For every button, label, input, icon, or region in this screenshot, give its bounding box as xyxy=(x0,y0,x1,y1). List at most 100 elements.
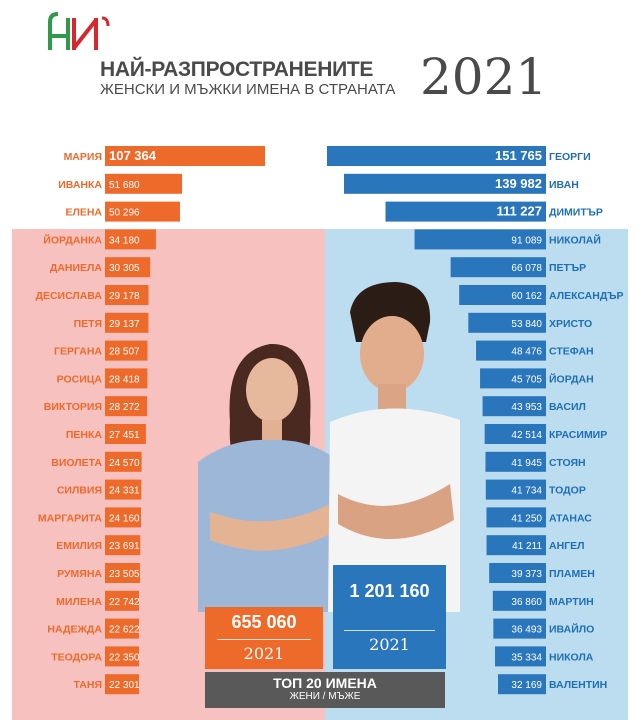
male-bar xyxy=(492,590,546,611)
male-name-label: ИВАН xyxy=(549,179,579,191)
female-bar xyxy=(105,507,142,528)
male-bar xyxy=(468,312,546,333)
male-value-label: 32 169 xyxy=(511,680,542,691)
male-total-box: 1 201 160 2021 xyxy=(333,565,446,669)
female-value-label: 24 331 xyxy=(109,486,140,497)
male-name-label: МАРТИН xyxy=(549,596,594,608)
male-value-label: 111 227 xyxy=(496,204,542,219)
male-value-label: 39 373 xyxy=(511,569,542,580)
male-name-label: СТОЯН xyxy=(549,457,586,469)
female-value-label: 22 622 xyxy=(109,625,140,636)
female-bar xyxy=(105,201,180,222)
female-value-label: 107 364 xyxy=(109,148,157,163)
male-name-label: ВАЛЕНТИН xyxy=(549,679,607,691)
male-value-label: 35 334 xyxy=(511,652,542,663)
male-bar xyxy=(476,340,546,361)
female-total-value: 655 060 xyxy=(231,612,297,632)
female-bar xyxy=(105,285,149,305)
nsi-logo-icon xyxy=(48,12,110,50)
male-total-year: 2021 xyxy=(369,635,410,654)
female-value-label: 23 691 xyxy=(109,541,140,552)
female-bar xyxy=(105,340,148,361)
female-value-label: 22 350 xyxy=(109,652,140,663)
female-name-label: ВИОЛЕТА xyxy=(51,457,102,469)
man-figure xyxy=(328,282,460,612)
female-name-label: ЕМИЛИЯ xyxy=(56,540,102,552)
female-bar xyxy=(105,312,149,333)
female-name-label: ВИКТОРИЯ xyxy=(44,401,102,413)
female-value-label: 34 180 xyxy=(109,235,140,246)
female-value-label: 24 160 xyxy=(109,513,140,524)
male-name-label: ПЛАМЕН xyxy=(549,568,595,580)
male-value-label: 43 953 xyxy=(511,402,542,413)
male-bar xyxy=(489,563,546,583)
male-bar xyxy=(484,424,546,444)
male-name-label: СТЕФАН xyxy=(549,346,594,358)
woman-figure xyxy=(198,343,340,612)
female-bar xyxy=(105,479,142,500)
female-bar xyxy=(105,674,139,695)
couple-illustration xyxy=(198,282,460,612)
male-name-label: АНГЕЛ xyxy=(549,540,585,552)
female-total-divider xyxy=(216,639,312,640)
male-name-label: АТАНАС xyxy=(549,512,592,524)
female-name-label: ПЕТЯ xyxy=(74,318,102,330)
female-name-label: МИЛЕНА xyxy=(56,596,102,608)
male-name-label: ЙОРДАН xyxy=(549,372,594,385)
female-value-label: 29 178 xyxy=(109,291,140,302)
male-bar xyxy=(495,646,546,667)
female-total-box: 655 060 2021 xyxy=(205,607,323,669)
male-bar xyxy=(327,146,546,166)
male-bar xyxy=(482,396,546,417)
female-name-label: ЙОРДАНКА xyxy=(43,233,102,246)
female-name-label: СИЛВИЯ xyxy=(57,485,102,497)
female-value-label: 22 742 xyxy=(109,597,140,608)
male-value-label: 53 840 xyxy=(511,319,542,330)
male-name-label: ВАСИЛ xyxy=(549,401,586,413)
male-value-label: 91 089 xyxy=(511,235,542,246)
male-name-label: ИВАЙЛО xyxy=(549,623,594,636)
female-name-label: ТЕОДОРА xyxy=(51,651,102,663)
female-total-year: 2021 xyxy=(243,644,285,663)
female-name-label: РУМЯНА xyxy=(57,568,102,580)
female-value-label: 50 296 xyxy=(109,208,140,219)
female-name-label: ДЕСИСЛАВА xyxy=(35,290,102,302)
male-bar xyxy=(459,285,546,305)
top20-subtitle: ЖЕНИ / МЪЖЕ xyxy=(289,691,361,702)
female-bar xyxy=(105,646,139,667)
male-value-label: 41 250 xyxy=(511,513,542,524)
female-bar xyxy=(105,563,141,583)
female-bar xyxy=(105,173,183,194)
male-total-value: 1 201 160 xyxy=(349,581,430,601)
male-bar xyxy=(480,368,546,389)
female-value-label: 22 301 xyxy=(109,680,140,691)
male-name-label: ГЕОРГИ xyxy=(549,151,591,163)
female-name-label: ЕЛЕНА xyxy=(65,207,102,219)
male-value-label: 42 514 xyxy=(511,430,542,441)
female-value-label: 28 418 xyxy=(109,374,140,385)
female-bar xyxy=(105,535,141,556)
male-bar xyxy=(450,257,546,278)
female-value-label: 27 451 xyxy=(109,430,140,441)
top20-label-box: ТОП 20 ИМЕНА ЖЕНИ / МЪЖЕ xyxy=(205,672,445,708)
female-bar xyxy=(105,229,156,250)
page-title: НАЙ-РАЗПРОСТРАНЕНИТЕ xyxy=(100,58,374,81)
male-bar xyxy=(498,674,546,695)
male-value-label: 45 705 xyxy=(511,374,542,385)
female-bar xyxy=(105,590,139,611)
male-value-label: 66 078 xyxy=(511,263,542,274)
female-name-label: НАДЕЖДА xyxy=(47,624,102,636)
male-name-label: НИКОЛА xyxy=(549,651,594,663)
male-bar xyxy=(486,535,546,556)
male-bar xyxy=(414,229,546,250)
female-value-label: 29 137 xyxy=(109,319,140,330)
female-name-label: ПЕНКА xyxy=(66,429,103,441)
female-bar xyxy=(105,146,265,166)
male-name-label: НИКОЛАЙ xyxy=(549,233,601,246)
male-value-label: 41 945 xyxy=(511,458,542,469)
female-name-label: ТАНЯ xyxy=(74,679,102,691)
female-value-label: 24 570 xyxy=(109,458,140,469)
female-name-label: МАРГАРИТА xyxy=(38,512,103,524)
